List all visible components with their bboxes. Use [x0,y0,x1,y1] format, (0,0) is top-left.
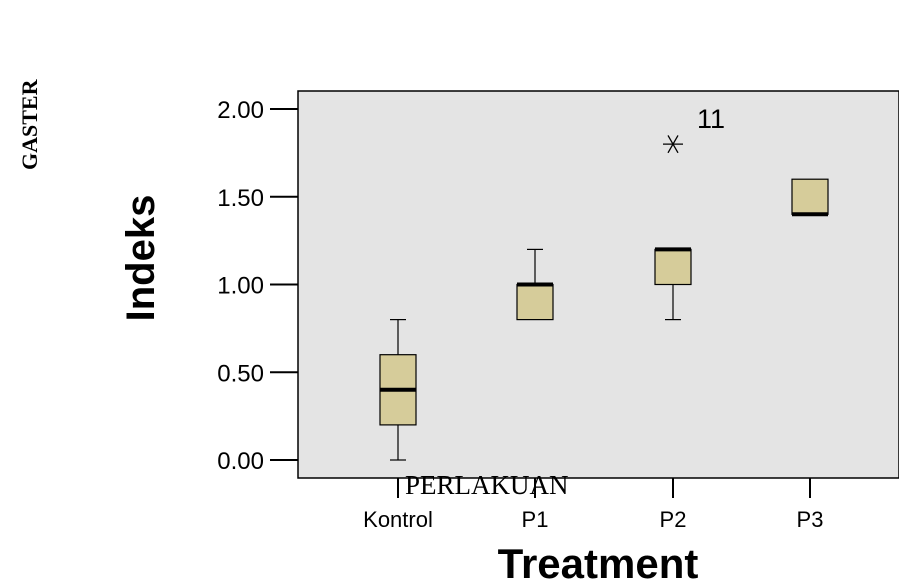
y-tick-label: 0.50 [217,360,264,387]
y-axis: 0.00 0.50 1.00 1.50 2.00 [217,97,298,475]
box-body [791,178,829,215]
y-tick-label: 0.00 [217,448,264,475]
side-label: GASTER [18,78,42,170]
box-body [654,248,692,286]
box-p3 [791,178,829,217]
y-axis-label: Indeks [119,195,163,322]
x-tick-label: P2 [660,507,687,532]
outliers: 11 [663,104,725,154]
x-axis-label: Treatment [498,540,699,587]
y-tick-label: 2.00 [217,97,264,124]
outlier-star-stroke [667,135,679,154]
x-tick-label: P3 [797,507,824,532]
box-kontrol [379,319,417,461]
boxes [379,178,829,461]
y-tick-label: 1.50 [217,185,264,212]
x-axis: Kontrol P1 P2 P3 [363,478,823,532]
side-label-text: GASTER [18,78,42,170]
x-tick-label: Kontrol [363,507,433,532]
y-tick-label: 1.00 [217,273,264,300]
outlier-label: 11 [697,104,725,134]
x-tick-label: P1 [522,507,549,532]
box-p2 [654,247,692,321]
perlakuan-label: PERLAKUAN [405,470,569,500]
box-p1 [516,248,554,321]
box-body [516,283,554,321]
outlier-marker: 11 [663,104,725,154]
